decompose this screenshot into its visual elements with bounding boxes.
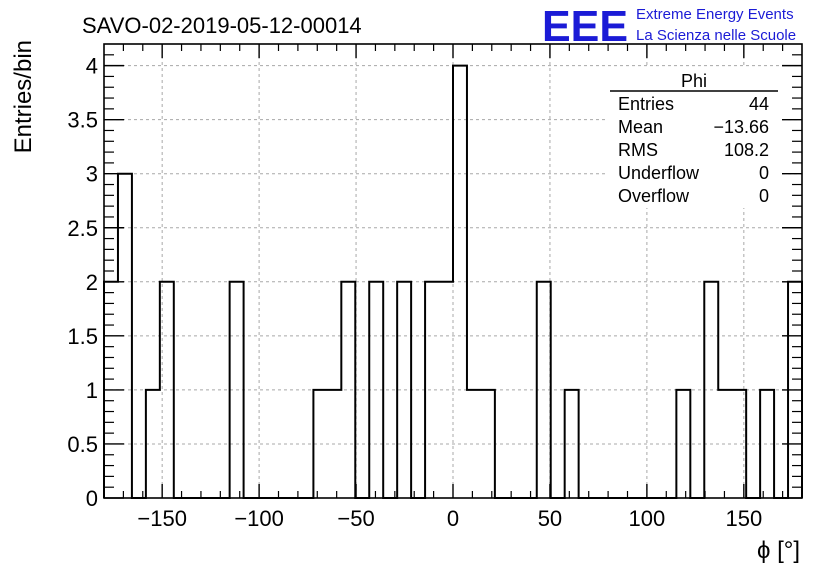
y-tick-label: 2 (86, 270, 98, 295)
stats-label-entries: Entries (618, 94, 674, 114)
logo-line-2: La Scienza nelle Scuole (636, 27, 796, 44)
y-tick-label: 3.5 (67, 108, 98, 133)
eee-logo: EEE Extreme Energy Events La Scienza nel… (542, 2, 796, 51)
stats-title: Phi (681, 71, 707, 91)
logo-mark: EEE (542, 2, 628, 51)
x-tick-label: −150 (137, 506, 187, 531)
stats-value-underflow: 0 (759, 163, 769, 183)
logo-line-1: Extreme Energy Events (636, 6, 794, 23)
chart-title: SAVO-02-2019-05-12-00014 (82, 13, 362, 38)
y-tick-label: 4 (86, 54, 98, 79)
x-tick-label: 0 (447, 506, 459, 531)
stats-value-entries: 44 (749, 94, 769, 114)
stats-label-underflow: Underflow (618, 163, 700, 183)
axis-ticks: −150 −100 −50 0 50 100 150 0 0.5 1 1.5 2 2.5 3 3.5 4 (67, 44, 802, 531)
x-tick-label: 50 (538, 506, 562, 531)
stats-label-mean: Mean (618, 117, 663, 137)
y-axis-label: Entries/bin (10, 40, 37, 153)
y-tick-label: 0 (86, 486, 98, 511)
y-tick-label: 3 (86, 162, 98, 187)
stats-box: Phi Entries 44 Mean −13.66 RMS 108.2 Und… (608, 68, 782, 208)
x-tick-label: 150 (725, 506, 762, 531)
stats-value-rms: 108.2 (724, 140, 769, 160)
y-tick-label: 0.5 (67, 432, 98, 457)
stats-label-overflow: Overflow (618, 186, 690, 206)
stats-value-mean: −13.66 (713, 117, 769, 137)
x-tick-label: 100 (629, 506, 666, 531)
y-tick-label: 2.5 (67, 216, 98, 241)
stats-label-rms: RMS (618, 140, 658, 160)
stats-value-overflow: 0 (759, 186, 769, 206)
y-tick-label: 1.5 (67, 324, 98, 349)
x-axis-label: ϕ [°] (757, 537, 800, 564)
x-tick-label: −100 (234, 506, 284, 531)
x-tick-label: −50 (337, 506, 374, 531)
y-tick-label: 1 (86, 378, 98, 403)
